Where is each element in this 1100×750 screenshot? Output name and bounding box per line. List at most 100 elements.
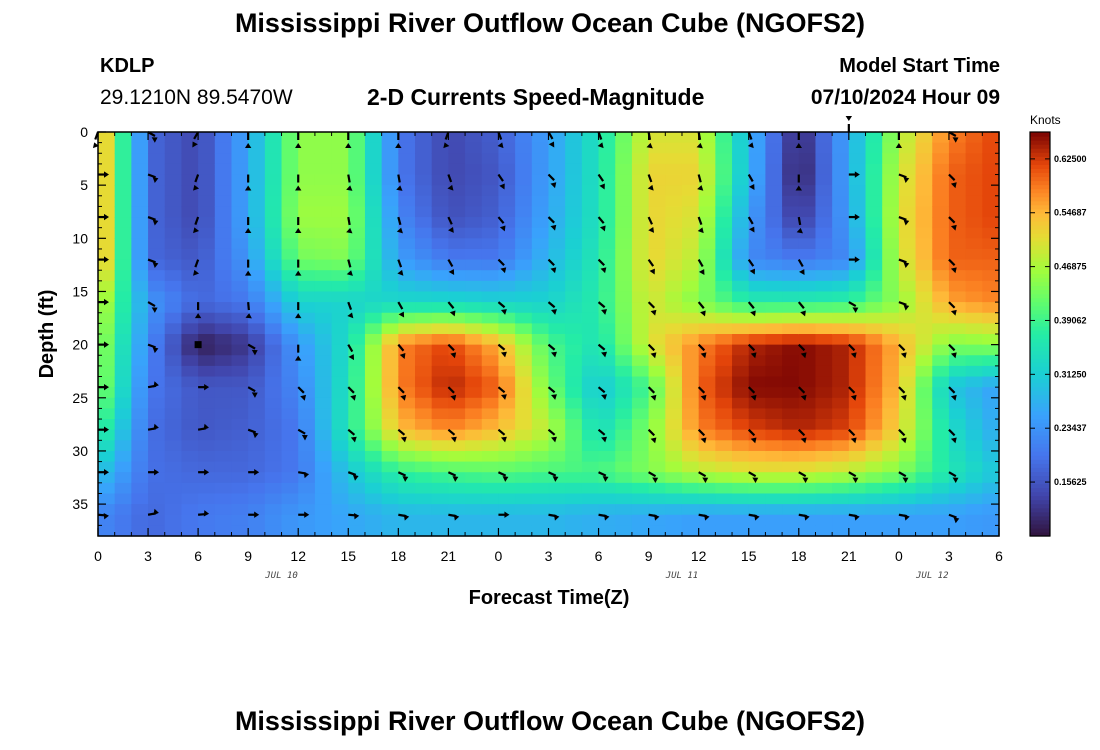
heatmap-cell xyxy=(531,514,550,526)
colorbar-segment xyxy=(1030,220,1050,226)
heatmap-cell xyxy=(164,376,183,388)
heatmap-cell xyxy=(314,217,333,229)
heatmap-cell xyxy=(915,440,933,452)
heatmap-cell xyxy=(298,397,316,410)
heatmap-cell xyxy=(765,259,783,271)
heatmap-cell xyxy=(98,248,116,261)
current-vector xyxy=(797,343,807,359)
heatmap-cell xyxy=(498,280,516,293)
current-vector xyxy=(597,343,607,358)
footer-title: Mississippi River Outflow Ocean Cube (NG… xyxy=(234,706,866,736)
heatmap-cell xyxy=(331,365,349,378)
heatmap-cell xyxy=(965,259,983,271)
heatmap-cell xyxy=(732,217,750,229)
heatmap-cell xyxy=(648,344,666,356)
heatmap-cell xyxy=(681,142,700,154)
heatmap-cell xyxy=(631,174,650,186)
heatmap-cell xyxy=(915,376,933,388)
heatmap-cell xyxy=(898,397,917,410)
current-vector xyxy=(447,216,454,233)
heatmap-cell xyxy=(765,461,783,473)
heatmap-cell xyxy=(264,291,283,303)
heatmap-cell xyxy=(314,514,333,526)
heatmap-cell xyxy=(198,376,216,388)
current-vector xyxy=(798,471,809,483)
heatmap-cell xyxy=(381,217,399,229)
heatmap-cell xyxy=(431,482,449,495)
heatmap-cell xyxy=(815,248,833,261)
heatmap-cell xyxy=(615,163,633,176)
heatmap-cell xyxy=(898,429,917,441)
heatmap-cell xyxy=(565,132,583,144)
current-vector xyxy=(848,343,857,359)
heatmap-cell xyxy=(465,206,483,218)
heatmap-cell xyxy=(932,132,950,144)
heatmap-cell xyxy=(281,419,299,431)
heatmap-cell xyxy=(98,280,116,293)
heatmap-cell xyxy=(131,334,149,346)
current-vector xyxy=(198,510,210,517)
heatmap-cell xyxy=(581,291,600,303)
heatmap-cell xyxy=(114,153,132,165)
heatmap-cell xyxy=(815,419,833,431)
heatmap-cell xyxy=(298,365,316,378)
heatmap-cell xyxy=(131,419,149,431)
heatmap-cell xyxy=(298,238,316,250)
heatmap-cell xyxy=(398,312,416,324)
current-vector xyxy=(547,173,557,189)
heatmap-cell xyxy=(681,440,700,452)
heatmap-cell xyxy=(815,153,833,165)
heatmap-cell xyxy=(631,461,650,473)
colorbar-segment xyxy=(1030,459,1050,464)
current-vector xyxy=(647,216,655,233)
heatmap-cell xyxy=(465,419,483,431)
heatmap-cell xyxy=(398,334,416,346)
heatmap-cell xyxy=(581,185,600,197)
heatmap-cell xyxy=(898,142,917,154)
heatmap-cell xyxy=(181,217,199,229)
heatmap-cell xyxy=(148,429,166,441)
heatmap-cell xyxy=(932,227,950,239)
heatmap-cell xyxy=(615,504,633,516)
colorbar-segment xyxy=(1030,406,1050,412)
heatmap-cell xyxy=(698,280,716,293)
heatmap-cell xyxy=(748,429,767,441)
heatmap-cell xyxy=(548,482,566,495)
heatmap-cell xyxy=(114,472,132,484)
heatmap-cell xyxy=(681,334,700,346)
date-label: JUL 11 xyxy=(665,571,699,581)
heatmap-cell xyxy=(131,387,149,399)
heatmap-cell xyxy=(948,387,967,399)
heatmap-cell xyxy=(782,429,800,441)
x-tick-label: 9 xyxy=(244,548,252,564)
heatmap-cell xyxy=(114,248,132,261)
heatmap-cell xyxy=(648,387,666,399)
current-vector xyxy=(547,428,557,443)
heatmap-cell xyxy=(865,461,883,473)
heatmap-cell xyxy=(531,493,550,505)
heatmap-cell xyxy=(648,195,666,208)
heatmap-cell xyxy=(214,323,233,335)
heatmap-cell xyxy=(415,344,433,356)
heatmap-cell xyxy=(748,355,767,367)
heatmap-cell xyxy=(782,323,800,335)
heatmap-cell xyxy=(314,142,333,154)
heatmap-cell xyxy=(364,525,383,537)
heatmap-cell xyxy=(198,142,216,154)
heatmap-cell xyxy=(765,429,783,441)
heatmap-cell xyxy=(732,397,750,410)
heatmap-cell xyxy=(531,227,550,239)
heatmap-cell xyxy=(915,419,933,431)
heatmap-cell xyxy=(548,408,566,420)
heatmap-cell xyxy=(982,206,1000,218)
heatmap-cell xyxy=(331,482,349,495)
heatmap-cell xyxy=(782,397,800,410)
heatmap-cell xyxy=(415,217,433,229)
heatmap-cell xyxy=(164,280,183,293)
heatmap-cell xyxy=(431,450,449,463)
heatmap-cell xyxy=(148,387,166,399)
heatmap-cell xyxy=(932,195,950,208)
heatmap-cell xyxy=(431,270,449,282)
current-vector xyxy=(898,216,910,226)
heatmap-cell xyxy=(314,365,333,378)
